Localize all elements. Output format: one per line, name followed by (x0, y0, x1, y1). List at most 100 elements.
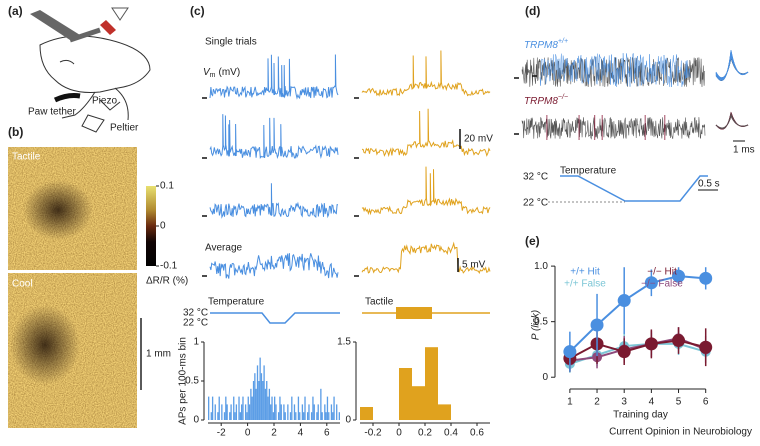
spike-waveform (715, 112, 749, 130)
bar (262, 381, 264, 420)
bar (242, 396, 244, 420)
superscript: −/− (558, 94, 568, 101)
bar (260, 373, 263, 420)
bar (225, 396, 227, 420)
amplifier (111, 7, 129, 21)
scale-label: 1 mm (146, 349, 171, 360)
panel-label: (b) (8, 125, 23, 139)
bar (304, 396, 306, 420)
schematic-label: Piezo (92, 96, 117, 107)
scale-label: 0.5 s (698, 179, 720, 190)
response-blob (10, 305, 80, 385)
voltage-trace (521, 116, 706, 140)
electrode (100, 20, 116, 35)
voltage-trace (539, 53, 691, 88)
bar (316, 412, 318, 420)
x-tick-label: 2 (271, 428, 277, 439)
bar (333, 396, 335, 420)
bar (338, 412, 340, 420)
spike-waveform (715, 50, 749, 81)
y-tick-label: 0.5 (185, 376, 199, 387)
temperature-trace (210, 312, 340, 324)
map-label: Tactile (12, 152, 41, 163)
legend-entry: −/− Hit (647, 267, 677, 278)
head-bar (69, 27, 101, 43)
bar (293, 404, 296, 420)
legend-entry: −/− False (641, 279, 683, 290)
bar (324, 404, 326, 420)
bar (251, 396, 253, 420)
voltage-trace (209, 114, 339, 160)
bar (320, 388, 322, 420)
x-tick-label: 4 (649, 397, 655, 408)
gene: TRPM8 (524, 96, 558, 107)
bar (246, 412, 248, 420)
bar (277, 412, 280, 420)
bar (221, 404, 223, 420)
data-point (617, 345, 631, 359)
map-label: Cool (12, 279, 33, 290)
x-tick-label: 5 (676, 397, 682, 408)
tactile-stimulus (396, 307, 432, 319)
x-tick-label: 0.2 (418, 428, 432, 439)
bar (244, 404, 247, 420)
panel-label: (e) (525, 234, 540, 248)
bar (412, 386, 425, 420)
superscript: +/+ (558, 38, 568, 45)
bar (210, 412, 212, 420)
bar (280, 404, 282, 420)
bar (317, 404, 319, 420)
stim-label: Temperature (560, 166, 617, 177)
bar (332, 412, 334, 420)
data-point (699, 271, 713, 285)
scale-label: 1 ms (733, 145, 755, 156)
bar (234, 412, 236, 420)
bar (299, 412, 301, 420)
bar (330, 404, 333, 420)
y-tick-label: 0 (193, 415, 199, 426)
data-point (699, 340, 713, 354)
bar (208, 396, 210, 420)
bar (254, 373, 256, 420)
bar (328, 412, 330, 420)
bar (321, 412, 323, 420)
bar (271, 396, 273, 420)
voltage-trace (361, 166, 491, 216)
stim-label: Temperature (208, 297, 265, 308)
x-tick-label: 0.4 (444, 428, 458, 439)
data-point (644, 276, 658, 290)
bar (241, 404, 243, 420)
genotype-label: TRPM8−/− (524, 94, 568, 107)
legend-entry: +/+ False (564, 279, 606, 290)
bar (272, 412, 274, 420)
x-tick-label: 3 (621, 397, 627, 408)
bar (218, 396, 220, 420)
bar (287, 404, 289, 420)
spike-waveform (715, 55, 749, 79)
data-point (672, 269, 686, 283)
bar (438, 404, 451, 420)
x-tick-label: 1 (567, 397, 573, 408)
voltage-trace (209, 54, 339, 100)
bar (239, 412, 241, 420)
bar (284, 412, 286, 420)
bar (235, 404, 238, 420)
x-tick-label: 6 (703, 397, 709, 408)
schematic-label: Peltier (110, 123, 139, 134)
bar (301, 404, 304, 420)
bar (283, 404, 285, 420)
bar (297, 396, 300, 420)
bar (310, 412, 313, 420)
bar (274, 396, 276, 420)
data-point (617, 294, 631, 308)
y-tick-label: 1 (193, 337, 199, 348)
x-tick-label: 4 (298, 428, 304, 439)
stim-label: 32 °C (183, 308, 208, 319)
bar (252, 381, 255, 420)
panel-label: (c) (190, 4, 205, 18)
spike-waveform (715, 114, 749, 129)
bar (279, 396, 281, 420)
colorbar (146, 186, 156, 266)
x-tick-label: -2 (217, 428, 226, 439)
